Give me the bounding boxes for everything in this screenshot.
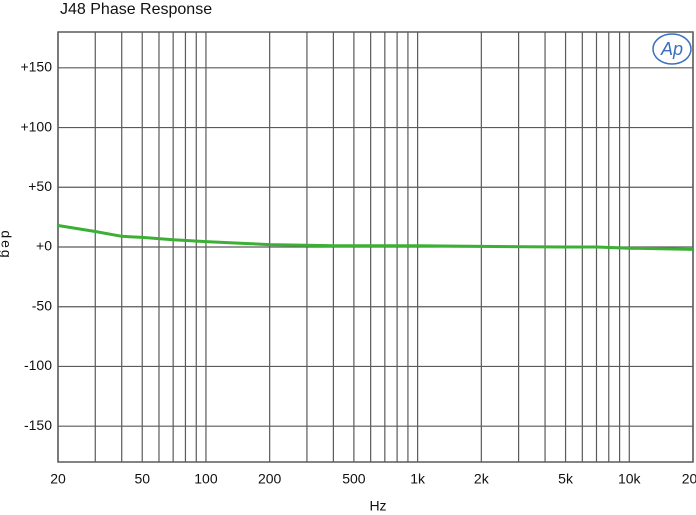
y-axis-label: deg xyxy=(0,230,14,259)
logo-ring xyxy=(652,33,692,65)
y-tick-label: -50 xyxy=(32,297,52,313)
logo: Ap xyxy=(652,33,692,65)
y-tick-label: -150 xyxy=(24,417,52,433)
x-tick-label: 500 xyxy=(342,471,366,487)
x-tick-label: 1k xyxy=(410,471,426,487)
chart-title: J48 Phase Response xyxy=(60,1,212,18)
x-tick-label: 10k xyxy=(618,471,642,487)
y-tick-label: +50 xyxy=(28,178,52,194)
y-tick-label: +150 xyxy=(20,59,52,75)
x-tick-label: 20 xyxy=(50,471,66,487)
data-line xyxy=(57,224,694,251)
y-tick-label: +100 xyxy=(20,118,52,134)
x-tick-label: 2k xyxy=(474,471,490,487)
x-axis-label: Hz xyxy=(369,498,386,514)
x-tick-label: 100 xyxy=(194,471,218,487)
x-tick-label: 20k xyxy=(682,471,696,487)
x-tick-label: 50 xyxy=(134,471,150,487)
y-tick-label: +0 xyxy=(36,238,52,254)
y-tick-label: -100 xyxy=(24,357,52,373)
y-axis-label-text: deg xyxy=(0,230,14,259)
logo-text: Ap xyxy=(660,39,683,59)
x-tick-label: 5k xyxy=(558,471,574,487)
x-tick-label: 200 xyxy=(258,471,282,487)
